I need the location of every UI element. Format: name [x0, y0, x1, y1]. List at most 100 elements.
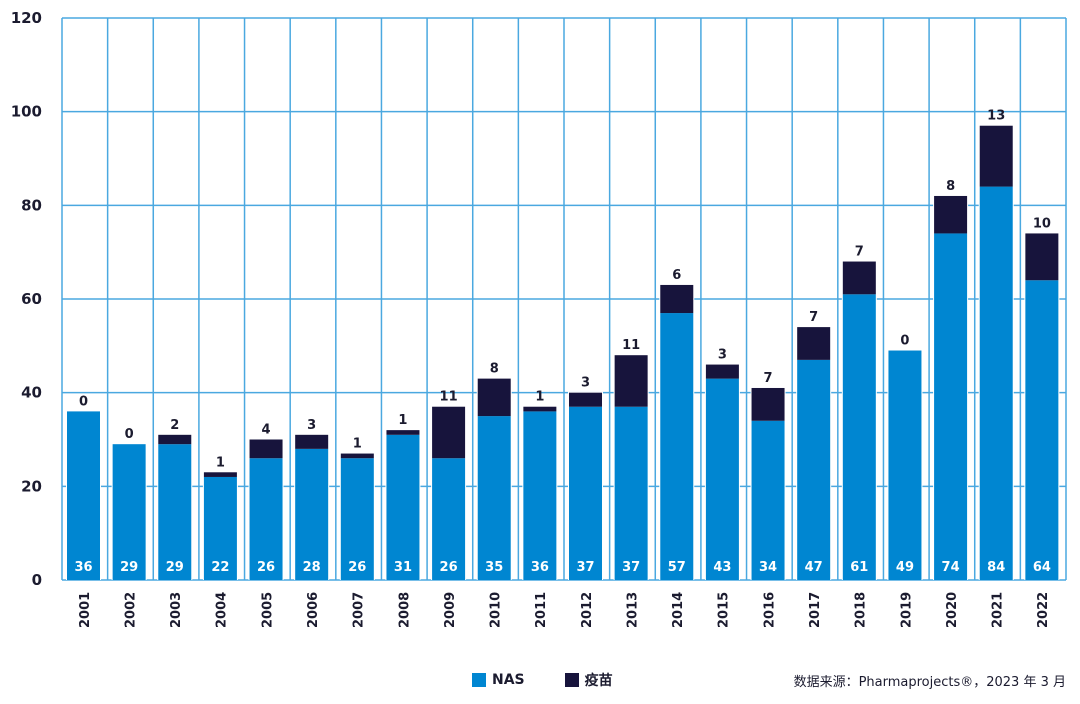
data-label-vaccine: 1	[353, 437, 362, 452]
y-tick-label: 80	[21, 196, 42, 214]
bar-vaccine	[158, 434, 192, 445]
x-tick-label: 2009	[443, 592, 458, 628]
data-label-vaccine: 1	[398, 413, 407, 428]
x-tick-label: 2018	[854, 592, 869, 628]
x-tick-label: 2012	[580, 592, 595, 628]
bar-nas	[158, 444, 192, 580]
data-label-vaccine: 13	[987, 109, 1005, 124]
y-tick-label: 120	[11, 9, 42, 27]
bar-nas	[67, 411, 100, 580]
x-tick-label: 2001	[78, 592, 93, 628]
bar-nas	[751, 420, 785, 580]
data-label-nas: 36	[531, 560, 549, 575]
data-label-nas: 74	[942, 560, 960, 575]
legend-item-vaccine: 疫苗	[564, 670, 613, 690]
bar-nas	[112, 444, 146, 580]
bar-vaccine	[751, 387, 785, 421]
y-tick-label: 100	[11, 103, 42, 121]
data-label-nas: 26	[348, 560, 366, 575]
y-tick-label: 60	[21, 290, 42, 308]
bar-vaccine	[477, 378, 511, 417]
legend-swatch-vaccine	[564, 673, 579, 687]
legend-swatch-nas	[472, 673, 486, 687]
x-tick-label: 2005	[260, 592, 275, 628]
x-tick-label: 2022	[1036, 592, 1051, 628]
data-label-nas: 47	[805, 560, 823, 575]
legend-label-vaccine: 疫苗	[584, 673, 613, 689]
bar-vaccine	[1025, 233, 1059, 281]
bar-nas	[340, 458, 374, 580]
bar-nas	[523, 411, 557, 580]
data-label-nas: 36	[74, 560, 92, 575]
bar-nas	[569, 406, 602, 580]
data-label-nas: 37	[576, 560, 594, 575]
data-label-vaccine: 8	[946, 179, 955, 194]
y-axis: 0 20 40 60 80 100 120	[11, 9, 42, 589]
data-label-nas: 31	[394, 560, 412, 575]
y-tick-label: 20	[21, 477, 42, 495]
legend-item-nas: NAS	[472, 672, 525, 688]
source-note: 数据来源：Pharmaprojects®，2023 年 3 月	[793, 675, 1066, 690]
data-label-nas: 37	[622, 560, 640, 575]
data-label-vaccine: 7	[855, 245, 864, 260]
data-label-vaccine: 8	[490, 362, 499, 377]
data-label-nas: 61	[850, 560, 868, 575]
bar-nas	[432, 458, 466, 580]
x-tick-label: 2008	[397, 592, 412, 628]
x-tick-label: 2011	[534, 592, 549, 628]
x-tick-label: 2002	[123, 592, 138, 628]
bar-vaccine	[979, 125, 1013, 187]
bar-vaccine	[934, 195, 968, 234]
bar-nas	[979, 186, 1013, 580]
bar-nas	[888, 350, 922, 580]
bar-vaccine	[660, 284, 694, 314]
data-label-nas: 26	[257, 560, 275, 575]
data-label-vaccine: 0	[79, 394, 88, 409]
x-tick-label: 2015	[717, 592, 732, 628]
x-tick-label: 2006	[306, 592, 321, 628]
bar-vaccine	[432, 406, 466, 459]
data-label-nas: 43	[713, 560, 731, 575]
data-label-nas: 26	[440, 560, 458, 575]
data-label-vaccine: 2	[170, 418, 179, 433]
x-tick-label: 2020	[945, 592, 960, 628]
legend: NAS 疫苗	[472, 670, 653, 690]
bar-nas	[934, 233, 968, 580]
x-tick-label: 2019	[899, 592, 914, 628]
bar-vaccine	[614, 355, 648, 407]
bar-vaccine	[797, 327, 831, 360]
bar-vaccine	[842, 261, 876, 295]
x-tick-label: 2013	[625, 592, 640, 628]
bar-vaccine	[249, 439, 283, 459]
bar-nas	[203, 476, 237, 580]
data-label-vaccine: 4	[262, 423, 271, 438]
bar-nas	[614, 406, 648, 580]
data-label-nas: 49	[896, 560, 914, 575]
data-label-vaccine: 10	[1033, 216, 1051, 231]
bar-nas	[797, 359, 831, 580]
x-tick-label: 2017	[808, 592, 823, 628]
x-tick-label: 2010	[489, 592, 504, 628]
data-label-nas: 22	[211, 560, 229, 575]
data-label-vaccine: 1	[535, 390, 544, 405]
bar-nas	[249, 458, 283, 580]
x-tick-label: 2016	[762, 592, 777, 628]
data-label-vaccine: 11	[440, 390, 458, 405]
bar-nas	[295, 448, 329, 580]
bar-vaccine	[203, 472, 237, 477]
bar-nas	[477, 416, 511, 580]
x-tick-label: 2007	[352, 592, 367, 628]
data-label-nas: 29	[120, 560, 138, 575]
data-label-nas: 34	[759, 560, 777, 575]
bar-vaccine	[295, 434, 329, 449]
x-tick-label: 2014	[671, 592, 686, 628]
bar-vaccine	[705, 364, 739, 379]
legend-label-nas: NAS	[492, 672, 525, 688]
data-label-vaccine: 11	[622, 338, 640, 353]
data-label-vaccine: 7	[764, 371, 773, 386]
data-label-nas: 28	[303, 560, 321, 575]
bar-vaccine	[569, 392, 602, 407]
data-label-vaccine: 3	[581, 376, 590, 391]
data-label-vaccine: 3	[718, 348, 727, 363]
